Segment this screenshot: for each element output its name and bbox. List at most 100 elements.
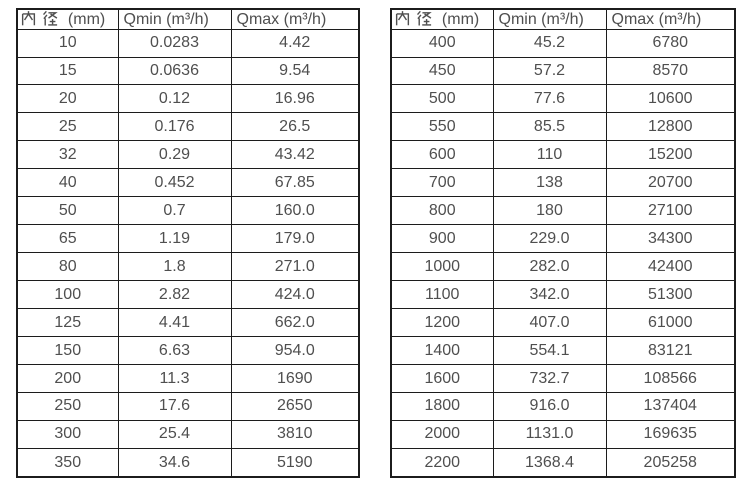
table-cell: 6.63 bbox=[117, 335, 232, 365]
table-row: 400 45.2 6780 bbox=[390, 28, 736, 58]
table-cell: 20 bbox=[16, 84, 119, 114]
table-cell: 32 bbox=[16, 140, 119, 170]
table-row: 200 11.3 1690 bbox=[16, 363, 360, 393]
table-row: 125 4.41 662.0 bbox=[16, 307, 360, 337]
table-cell: 42400 bbox=[605, 252, 736, 282]
table-cell: 900 bbox=[390, 224, 494, 254]
table-cell: 271.0 bbox=[230, 252, 360, 282]
table-cell: 200 bbox=[16, 363, 119, 393]
table-cell: 554.1 bbox=[492, 335, 607, 365]
table-row: 1800 916.0 137404 bbox=[390, 391, 736, 421]
col-header-qmin: Qmin (m³/h) bbox=[117, 8, 232, 30]
table-cell: 1.8 bbox=[117, 252, 232, 282]
table-cell: 300 bbox=[16, 419, 119, 449]
table-row: 1100 342.0 51300 bbox=[390, 280, 736, 309]
flow-range-table-large-diameters: (mm) Qmin (m³/h) Qmax (m³/h) 400 45.2 6780… bbox=[390, 8, 736, 478]
table-cell: 0.176 bbox=[117, 112, 232, 142]
col-header-inner-diameter: (mm) bbox=[390, 8, 494, 30]
table-cell: 916.0 bbox=[492, 391, 607, 421]
table-cell: 2650 bbox=[230, 391, 360, 421]
table-cell: 1800 bbox=[390, 391, 494, 421]
table-cell: 61000 bbox=[605, 307, 736, 337]
col-header-qmax: Qmax (m³/h) bbox=[605, 8, 736, 30]
table-row: 25 0.176 26.5 bbox=[16, 112, 360, 142]
table-row: 700 138 20700 bbox=[390, 168, 736, 198]
table-cell: 700 bbox=[390, 168, 494, 198]
table-cell: 424.0 bbox=[230, 280, 360, 309]
table-row: 20 0.12 16.96 bbox=[16, 84, 360, 114]
diameter-unit-label: (mm) bbox=[441, 11, 480, 28]
table-cell: 1000 bbox=[390, 252, 494, 282]
table-cell: 9.54 bbox=[230, 56, 360, 86]
table-cell: 662.0 bbox=[230, 307, 360, 337]
table-cell: 0.29 bbox=[117, 140, 232, 170]
table-cell: 282.0 bbox=[492, 252, 607, 282]
table-cell: 1.19 bbox=[117, 224, 232, 254]
table-body: 400 45.2 6780 450 57.2 8570 500 77.6 10600 550 85.… bbox=[390, 28, 736, 478]
col-header-qmin: Qmin (m³/h) bbox=[492, 8, 607, 30]
table-cell: 57.2 bbox=[492, 56, 607, 86]
table-cell: 2200 bbox=[390, 447, 494, 478]
table-cell: 4.42 bbox=[230, 28, 360, 58]
table-cell: 0.452 bbox=[117, 168, 232, 198]
table-row: 300 25.4 3810 bbox=[16, 419, 360, 449]
table-cell: 0.12 bbox=[117, 84, 232, 114]
table-cell: 110 bbox=[492, 140, 607, 170]
table-cell: 732.7 bbox=[492, 363, 607, 393]
table-cell: 954.0 bbox=[230, 335, 360, 365]
table-header: (mm) Qmin (m³/h) Qmax (m³/h) bbox=[390, 8, 736, 30]
table-row: 32 0.29 43.42 bbox=[16, 140, 360, 170]
table-cell: 250 bbox=[16, 391, 119, 421]
table-cell: 10 bbox=[16, 28, 119, 58]
table-cell: 0.0636 bbox=[117, 56, 232, 86]
table-cell: 25.4 bbox=[117, 419, 232, 449]
table-cell: 350 bbox=[16, 447, 119, 478]
table-cell: 5190 bbox=[230, 447, 360, 478]
table-row: 550 85.5 12800 bbox=[390, 112, 736, 142]
table-row: 900 229.0 34300 bbox=[390, 224, 736, 254]
table-cell: 25 bbox=[16, 112, 119, 142]
table-cell: 407.0 bbox=[492, 307, 607, 337]
table-cell: 179.0 bbox=[230, 224, 360, 254]
table-cell: 229.0 bbox=[492, 224, 607, 254]
table-cell: 150 bbox=[16, 335, 119, 365]
table-cell: 108566 bbox=[605, 363, 736, 393]
table-cell: 3810 bbox=[230, 419, 360, 449]
cjk-jing-glyph-icon bbox=[42, 10, 59, 27]
table-cell: 77.6 bbox=[492, 84, 607, 114]
table-row: 250 17.6 2650 bbox=[16, 391, 360, 421]
cjk-nei-glyph-icon bbox=[20, 10, 37, 27]
table-cell: 100 bbox=[16, 280, 119, 309]
table-row: 600 110 15200 bbox=[390, 140, 736, 170]
table-cell: 26.5 bbox=[230, 112, 360, 142]
table-cell: 2000 bbox=[390, 419, 494, 449]
table-cell: 0.0283 bbox=[117, 28, 232, 58]
header-row: (mm) Qmin (m³/h) Qmax (m³/h) bbox=[390, 8, 736, 30]
table-cell: 0.7 bbox=[117, 196, 232, 226]
table-row: 100 2.82 424.0 bbox=[16, 280, 360, 309]
table-row: 50 0.7 160.0 bbox=[16, 196, 360, 226]
table-row: 450 57.2 8570 bbox=[390, 56, 736, 86]
table-cell: 85.5 bbox=[492, 112, 607, 142]
table-row: 40 0.452 67.85 bbox=[16, 168, 360, 198]
table-row: 1200 407.0 61000 bbox=[390, 307, 736, 337]
table-cell: 1131.0 bbox=[492, 419, 607, 449]
table-cell: 15 bbox=[16, 56, 119, 86]
table-cell: 1690 bbox=[230, 363, 360, 393]
table-cell: 125 bbox=[16, 307, 119, 337]
flow-range-table-small-diameters: (mm) Qmin (m³/h) Qmax (m³/h) 10 0.0283 4.4… bbox=[16, 8, 360, 478]
table-cell: 34.6 bbox=[117, 447, 232, 478]
table-cell: 6780 bbox=[605, 28, 736, 58]
table-row: 350 34.6 5190 bbox=[16, 447, 360, 478]
table-row: 800 180 27100 bbox=[390, 196, 736, 226]
table-cell: 2.82 bbox=[117, 280, 232, 309]
table-cell: 1368.4 bbox=[492, 447, 607, 478]
table-cell: 180 bbox=[492, 196, 607, 226]
table-cell: 1600 bbox=[390, 363, 494, 393]
table-row: 1600 732.7 108566 bbox=[390, 363, 736, 393]
table-cell: 1400 bbox=[390, 335, 494, 365]
table-cell: 43.42 bbox=[230, 140, 360, 170]
col-header-inner-diameter: (mm) bbox=[16, 8, 119, 30]
table-cell: 34300 bbox=[605, 224, 736, 254]
table-cell: 137404 bbox=[605, 391, 736, 421]
